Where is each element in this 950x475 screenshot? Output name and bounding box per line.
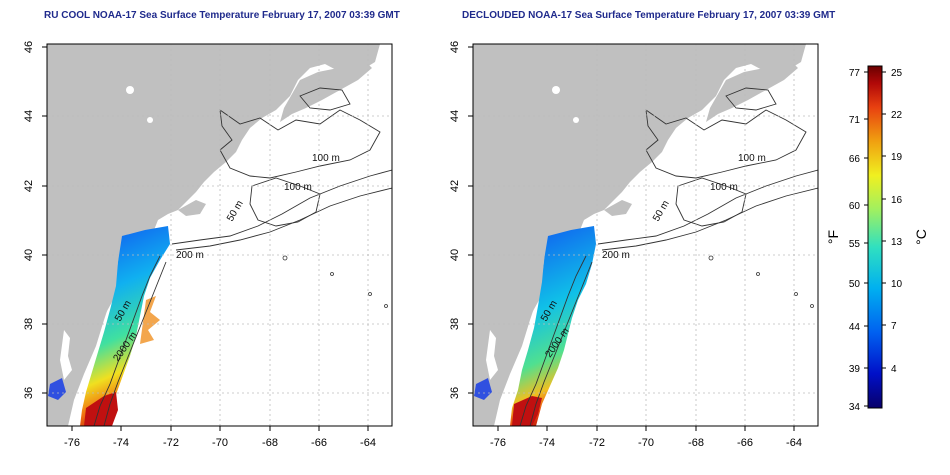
isobath-label: 100 m: [312, 153, 340, 164]
chesapeake-bay-inner: [60, 330, 72, 380]
land-mass-cape-cod: [178, 200, 206, 216]
lon-tick-label: -64: [360, 437, 376, 449]
lake: [126, 86, 134, 94]
lon-tick-label: -68: [688, 437, 704, 449]
lake: [552, 86, 560, 94]
isobath-contours: [93, 87, 392, 426]
fahrenheit-tick-label: 39: [849, 364, 861, 375]
celsius-tick-label: 25: [891, 68, 903, 79]
axis-ticks: [468, 46, 795, 431]
lon-tick-label: -76: [490, 437, 506, 449]
lat-tick-label: 42: [449, 180, 461, 192]
isobath-contours: [519, 87, 818, 426]
sst-warm-core: [512, 396, 542, 426]
celsius-tick-label: 22: [891, 110, 903, 121]
lat-tick-label: 40: [449, 249, 461, 261]
lon-tick-label: -64: [786, 437, 802, 449]
map-title-left: RU COOL NOAA-17 Sea Surface Temperature …: [44, 10, 400, 21]
lat-tick-label: 46: [23, 41, 35, 53]
isobath-label: 200 m: [602, 250, 630, 261]
seamount-contour: [810, 304, 814, 308]
isobath-label: 100 m: [710, 182, 738, 193]
sst-cloud-specks: [140, 296, 160, 344]
lon-tick-label: -68: [262, 437, 278, 449]
seamount-contour: [282, 255, 288, 261]
lon-tick-label: -72: [589, 437, 605, 449]
map-panel-left: 100 m 100 m 50 m 200 m 50 m 2000 m -76 -…: [23, 41, 393, 449]
lon-tick-label: -70: [212, 437, 228, 449]
coastal-land: [47, 236, 120, 426]
lat-tick-label: 44: [449, 110, 461, 122]
isobath-label: 100 m: [738, 153, 766, 164]
fahrenheit-tick-label: 44: [849, 322, 861, 333]
fahrenheit-tick-label: 60: [849, 201, 861, 212]
lat-tick-label: 36: [449, 387, 461, 399]
lon-tick-label: -66: [311, 437, 327, 449]
seamount-contour: [794, 292, 798, 296]
fahrenheit-tick-label: 66: [849, 154, 861, 165]
sst-shelf-band: [510, 226, 596, 426]
land-mass: [473, 44, 806, 426]
coastal-land: [473, 236, 546, 426]
sst-warm-core: [84, 392, 118, 426]
lake: [573, 117, 579, 123]
celsius-tick-label: 16: [891, 195, 903, 206]
celsius-unit-label: °C: [913, 229, 929, 245]
seamount-contour: [384, 304, 388, 308]
lon-tick-label: -70: [638, 437, 654, 449]
land-mass-nova-scotia: [280, 60, 372, 122]
land-mass: [47, 44, 380, 426]
colorbar-ticks: [864, 71, 886, 407]
seamount-contour: [368, 292, 372, 296]
colorbar-gradient: [867, 65, 883, 409]
lat-tick-label: 38: [449, 318, 461, 330]
isobath-label: 200 m: [176, 250, 204, 261]
axis-ticks: [42, 46, 369, 431]
celsius-tick-label: 13: [891, 237, 903, 248]
lake: [147, 117, 153, 123]
fahrenheit-tick-label: 34: [849, 402, 861, 413]
temperature-colorbar: 77 71 66 60 55 50 44 39 34 25 22 19 16 1…: [825, 65, 929, 413]
map-title-right: DECLOUDED NOAA-17 Sea Surface Temperatur…: [462, 10, 836, 21]
celsius-tick-label: 19: [891, 152, 903, 163]
lat-tick-label: 38: [23, 318, 35, 330]
land-mass-cape-cod: [604, 200, 632, 216]
pamlico-sound: [48, 378, 66, 400]
isobath-label: 100 m: [284, 182, 312, 193]
celsius-tick-label: 4: [891, 364, 897, 375]
lat-tick-label: 40: [23, 249, 35, 261]
fahrenheit-tick-label: 77: [849, 68, 861, 79]
map-panel-right: 100 m 100 m 50 m 200 m 50 m 2000 m -76 -…: [449, 41, 819, 449]
lon-tick-label: -66: [737, 437, 753, 449]
seamount-contour: [708, 255, 714, 261]
fahrenheit-unit-label: °F: [825, 230, 841, 244]
fahrenheit-tick-label: 55: [849, 239, 861, 250]
lat-tick-label: 36: [23, 387, 35, 399]
lon-tick-label: -74: [113, 437, 129, 449]
sst-shelf-band: [80, 226, 170, 426]
lat-tick-label: 44: [23, 110, 35, 122]
lat-tick-label: 46: [449, 41, 461, 53]
lon-tick-label: -76: [64, 437, 80, 449]
land-mass-nova-scotia: [706, 60, 798, 122]
seamount-contour: [756, 272, 760, 276]
graticule: [473, 44, 818, 426]
lat-tick-label: 42: [23, 180, 35, 192]
lon-tick-label: -74: [539, 437, 555, 449]
lon-tick-label: -72: [163, 437, 179, 449]
celsius-tick-label: 7: [891, 321, 897, 332]
chesapeake-bay-inner: [486, 330, 498, 380]
seamount-contour: [330, 272, 334, 276]
pamlico-sound: [474, 378, 492, 400]
graticule: [47, 44, 392, 426]
fahrenheit-tick-label: 71: [849, 115, 861, 126]
fahrenheit-tick-label: 50: [849, 279, 861, 290]
celsius-tick-label: 10: [891, 279, 903, 290]
